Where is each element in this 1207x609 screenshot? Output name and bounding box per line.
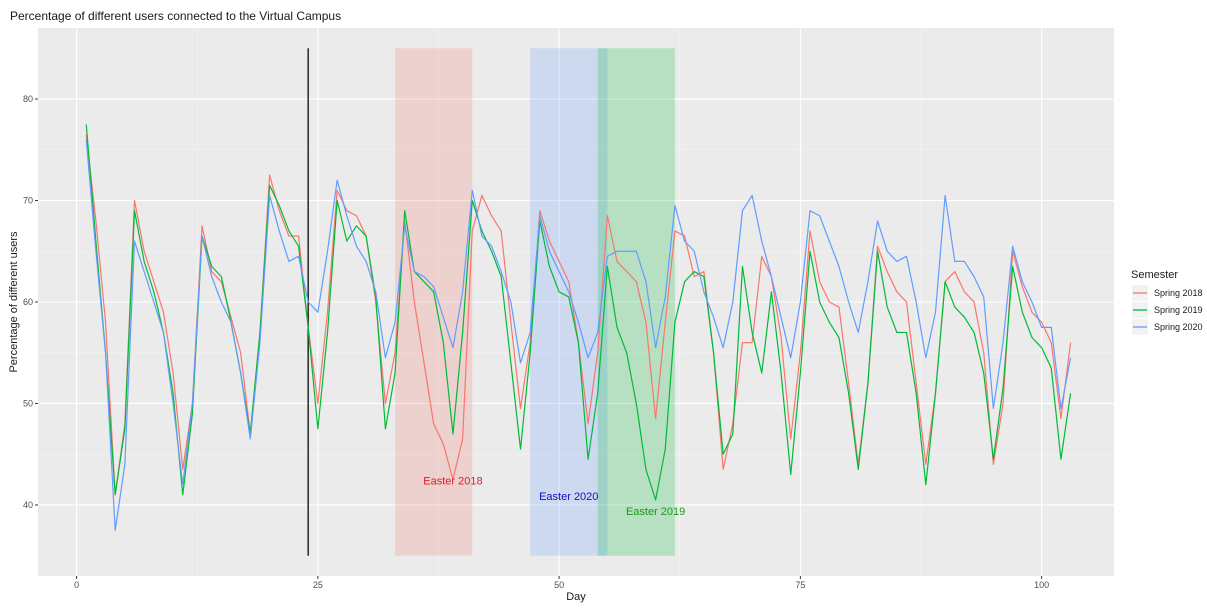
y-tick-label: 60	[23, 297, 33, 307]
shaded-region	[530, 48, 608, 556]
grid-major	[38, 28, 1114, 576]
legend-title: Semester	[1131, 269, 1178, 281]
region-label: Easter 2019	[626, 506, 685, 518]
x-tick-label: 25	[313, 580, 323, 590]
legend-label: Spring 2018	[1154, 288, 1203, 298]
y-tick-label: 40	[23, 500, 33, 510]
x-axis-label: Day	[566, 591, 586, 603]
x-tick-label: 50	[554, 580, 564, 590]
y-tick-label: 80	[23, 94, 33, 104]
series-line	[85, 139, 1072, 531]
legend-label: Spring 2019	[1154, 305, 1203, 315]
x-axis: 0 25 50 75 100	[74, 576, 1049, 590]
legend: Semester Spring 2018 Spring 2019 Spring 20…	[1131, 269, 1203, 335]
legend-label: Spring 2020	[1154, 322, 1203, 332]
shaded-regions	[395, 48, 675, 556]
y-axis: 40 50 60 70 80	[23, 94, 38, 510]
x-tick-label: 0	[74, 580, 79, 590]
annotation-layer: Easter 2018 Easter 2020 Easter 2019	[423, 476, 685, 518]
y-tick-label: 70	[23, 196, 33, 206]
region-label: Easter 2018	[423, 476, 482, 488]
x-tick-label: 75	[795, 580, 805, 590]
chart-title: Percentage of different users connected …	[10, 9, 341, 23]
series-layer	[85, 124, 1072, 531]
y-tick-label: 50	[23, 398, 33, 408]
region-label: Easter 2020	[539, 491, 598, 503]
shaded-region	[395, 48, 473, 556]
y-axis-label: Percentage of different users	[8, 231, 20, 373]
x-tick-label: 100	[1034, 580, 1049, 590]
shaded-region	[597, 48, 675, 556]
